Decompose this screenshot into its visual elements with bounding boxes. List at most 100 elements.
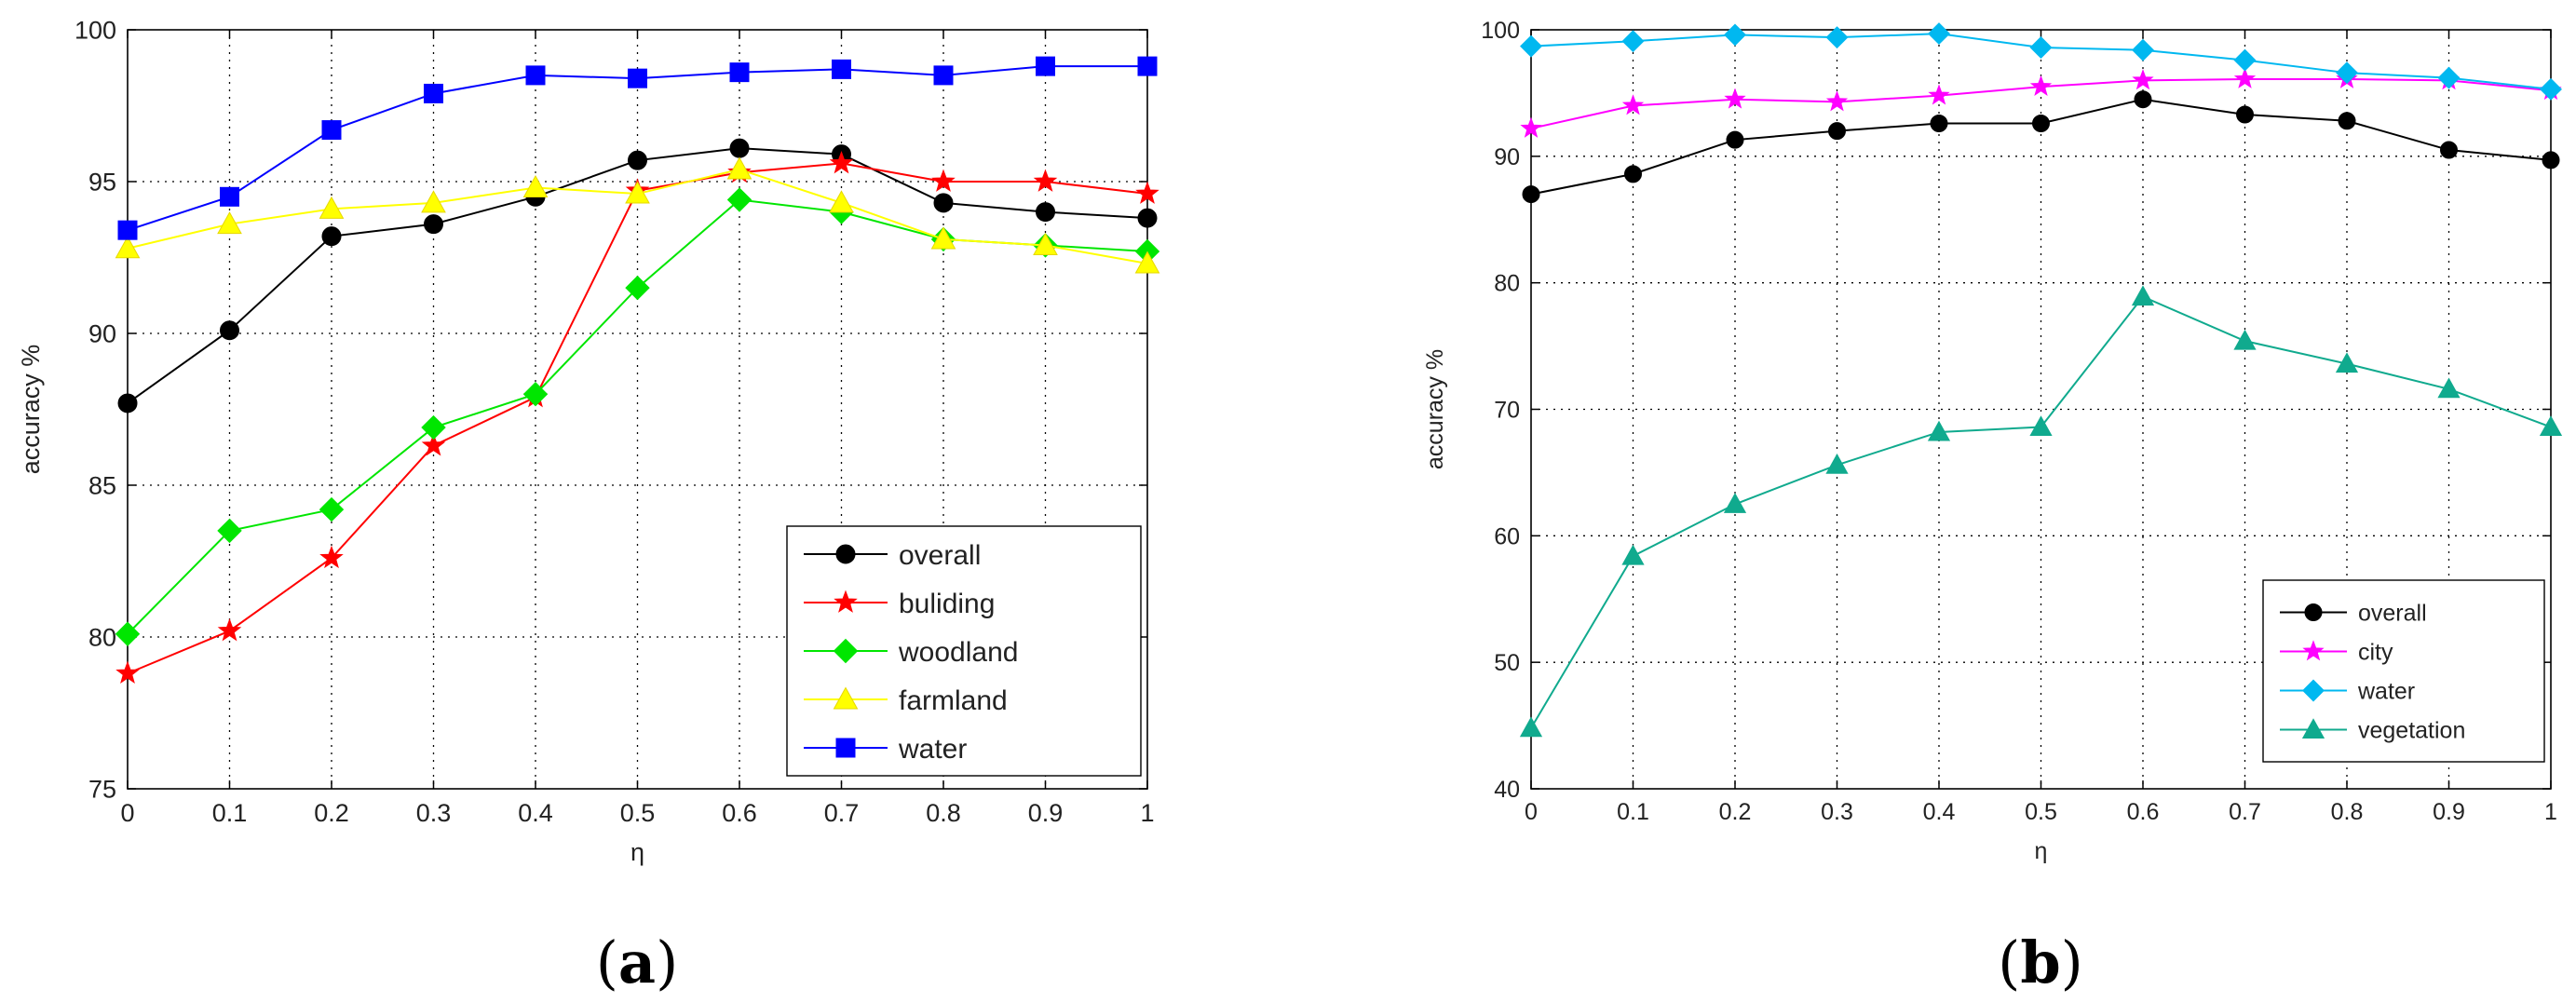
data-point [931,169,956,192]
legend-label: overall [2358,601,2427,627]
y-tick-label: 80 [1494,271,1520,297]
legend-marker [2302,640,2325,661]
data-point [1724,88,1746,109]
y-tick-label: 60 [1494,523,1520,549]
x-tick-label: 1 [2544,799,2557,825]
data-point [421,190,446,213]
x-tick-label: 0 [120,799,134,827]
chart-panel-b: 0 0.1 0.2 0.3 0.4 0.5 0.6 0.7 0.8 0.9 1 40 50 60 70 80 9… [1422,18,2563,996]
data-point [1135,181,1159,204]
data-point [319,196,345,219]
series-water [117,56,1158,240]
data-point [2134,90,2152,109]
legend: overall city water vegetation [2262,579,2545,763]
data-point [1825,453,1849,474]
series-overall [1522,90,2560,204]
legend-label: city [2358,640,2393,666]
data-point [1036,202,1055,223]
legend-marker [833,686,859,710]
legend-marker [833,638,859,664]
data-point [2132,69,2154,90]
data-point [2338,112,2356,130]
axes-frame [1530,29,2552,790]
x-tick-label: 0.6 [722,799,757,827]
y-axis-label: accuracy % [1422,349,1448,469]
legend-label: vegetation [2358,718,2465,744]
data-point [1927,420,1951,441]
data-point [421,433,446,456]
legend-label: water [898,734,967,765]
data-point [2336,61,2358,85]
x-tick-label: 0.9 [2433,799,2465,825]
legend-marker [2301,718,2325,739]
data-point [628,150,647,170]
series-water [1520,22,2562,101]
data-point [832,59,851,79]
data-point [217,618,242,642]
x-tick-label: 0.3 [1821,799,1853,825]
data-point [2029,36,2053,59]
y-tick-label: 90 [1494,144,1520,170]
data-point [1723,493,1747,513]
x-axis-label: η [2035,838,2048,864]
data-point [1520,34,1542,58]
data-point [115,236,141,259]
legend-marker [2302,679,2325,702]
data-point [1036,56,1055,76]
data-point [217,211,242,235]
data-point [1928,84,1950,105]
series-farmland [115,156,1160,274]
caption-open-paren: ( [596,928,618,996]
data-point [1724,23,1746,47]
data-point [1726,130,1744,149]
data-point [829,190,854,213]
data-point [117,220,138,240]
data-point [319,545,344,569]
data-point [1621,94,1645,115]
data-point [1621,30,1645,53]
data-point [729,62,750,83]
data-point [319,496,345,522]
legend-label: overall [899,540,981,571]
data-point [424,83,443,103]
legend-label: woodland [898,637,1018,668]
y-tick-label: 100 [75,17,116,45]
data-point [217,518,242,544]
x-tick-label: 0.8 [926,799,961,827]
data-point [1137,56,1158,76]
caption-letter: a [618,928,656,996]
data-point [424,214,443,235]
y-tick-label: 85 [88,472,116,500]
data-point [2335,352,2359,373]
data-point [2440,141,2458,159]
x-axis-label: η [630,838,644,866]
legend-marker [835,544,856,564]
data-point [522,381,549,407]
x-tick-label: 0.7 [2229,799,2261,825]
data-point [628,68,647,88]
data-point [625,275,650,301]
x-tick-label: 0.4 [1923,799,1956,825]
legend-marker [835,738,856,758]
data-point [115,660,140,684]
data-point [522,174,549,198]
y-tick-label: 100 [1481,18,1520,44]
data-point [933,193,954,213]
data-point [1137,208,1158,228]
x-tick-label: 0.1 [1617,799,1649,825]
caption-letter: b [2020,928,2060,996]
legend-label: buliding [899,589,995,619]
data-point [2540,77,2562,101]
x-tick-label: 0.2 [1719,799,1752,825]
data-point [321,226,342,247]
data-point [930,226,956,250]
y-axis-label: accuracy % [17,345,45,475]
x-tick-label: 0.4 [518,799,553,827]
data-point [1033,169,1058,192]
data-point [2233,329,2257,350]
data-point [1928,22,1950,46]
data-point [2032,115,2050,133]
caption-close-paren: ) [656,928,678,996]
data-point [726,187,752,212]
